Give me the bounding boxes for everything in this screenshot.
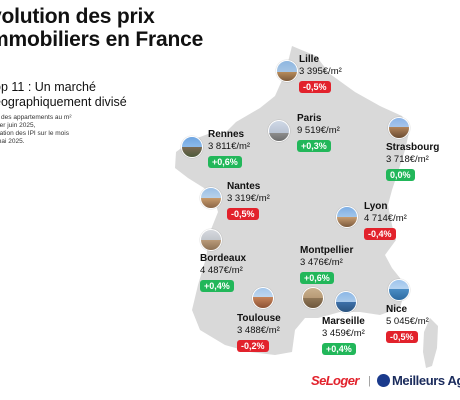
city-price: 3 395€/m²: [299, 66, 342, 77]
city-name: Marseille: [322, 316, 365, 327]
city-toulouse: Toulouse 3 488€/m² -0,2%: [237, 313, 281, 354]
city-marseille: Marseille 3 459€/m² +0,4%: [322, 316, 365, 357]
change-badge: -0,5%: [227, 208, 259, 220]
city-price: 3 718€/m²: [386, 154, 429, 165]
rennes-photo: [181, 136, 203, 158]
city-name: Paris: [297, 113, 322, 124]
city-name: Strasbourg: [386, 142, 440, 153]
toulouse-photo: [252, 287, 274, 309]
change-badge: +0,6%: [300, 272, 334, 284]
nantes-photo: [200, 187, 222, 209]
subtitle-line-2: éographiquement divisé: [0, 95, 127, 109]
city-price: 3 476€/m²: [300, 257, 343, 268]
note-line: x des appartements au m²: [0, 114, 72, 121]
bordeaux-photo: [200, 229, 222, 251]
city-price: 3 811€/m²: [208, 141, 251, 152]
strasbourg-photo: [388, 117, 410, 139]
city-lyon: Lyon 4 714€/m² -0,4%: [364, 201, 407, 242]
city-name: Rennes: [208, 129, 245, 140]
city-name: Lille: [299, 54, 320, 65]
change-badge: -0,2%: [237, 340, 269, 352]
change-badge: -0,5%: [299, 81, 331, 93]
city-bordeaux: Bordeaux 4 487€/m² +0,4%: [200, 253, 246, 294]
change-badge: +0,4%: [200, 280, 234, 292]
title-line-2: mmobiliers en France: [0, 28, 204, 51]
lille-photo: [276, 60, 298, 82]
city-price: 4 487€/m²: [200, 265, 243, 276]
city-nantes: Nantes 3 319€/m² -0,5%: [227, 181, 270, 222]
city-lille: Lille 3 395€/m² -0,5%: [299, 54, 342, 95]
montpellier-photo: [302, 287, 324, 309]
subtitle-line-1: op 11 : Un marché: [0, 80, 96, 94]
change-badge: -0,5%: [386, 331, 418, 343]
france-mainland-shape: [175, 46, 410, 355]
city-montpellier: Montpellier 3 476€/m² +0,6%: [300, 245, 353, 286]
city-strasbourg: Strasbourg 3 718€/m² 0,0%: [386, 142, 439, 183]
meilleurs-agents-logo: Meilleurs Ag: [392, 373, 460, 388]
city-paris: Paris 9 519€/m² +0,3%: [297, 113, 340, 154]
city-price: 3 488€/m²: [237, 325, 280, 336]
lyon-photo: [336, 206, 358, 228]
methodology-note: x des appartements au m² 1er juin 2025, …: [0, 114, 72, 146]
city-price: 3 319€/m²: [227, 193, 270, 204]
change-badge: 0,0%: [386, 169, 415, 181]
title-line-1: volution des prix: [0, 5, 155, 28]
city-price: 5 045€/m²: [386, 316, 429, 327]
paris-photo: [268, 120, 290, 142]
change-badge: +0,6%: [208, 156, 242, 168]
subtitle: op 11 : Un marché éographiquement divisé: [0, 80, 127, 110]
city-name: Toulouse: [237, 313, 281, 324]
city-name: Nantes: [227, 181, 261, 192]
seloger-logo: SeLoger: [311, 373, 359, 388]
logo-separator: |: [368, 375, 371, 387]
city-price: 4 714€/m²: [364, 213, 407, 224]
meilleurs-agents-icon: [377, 374, 390, 387]
city-name: Nice: [386, 304, 408, 315]
change-badge: +0,4%: [322, 343, 356, 355]
nice-photo: [388, 279, 410, 301]
change-badge: -0,4%: [364, 228, 396, 240]
note-line: 1er juin 2025,: [0, 122, 36, 129]
page-title: volution des prix mmobiliers en France: [0, 5, 203, 51]
change-badge: +0,3%: [297, 140, 331, 152]
city-name: Lyon: [364, 201, 388, 212]
city-name: Bordeaux: [200, 253, 247, 264]
city-price: 9 519€/m²: [297, 125, 340, 136]
corsica-shape: [423, 318, 438, 368]
city-rennes: Rennes 3 811€/m² +0,6%: [208, 129, 250, 170]
marseille-photo: [335, 291, 357, 313]
city-name: Montpellier: [300, 245, 354, 256]
note-line: mai 2025.: [0, 138, 25, 145]
note-line: riation des IPI sur le mois: [0, 130, 69, 137]
city-price: 3 459€/m²: [322, 328, 365, 339]
city-nice: Nice 5 045€/m² -0,5%: [386, 304, 429, 345]
